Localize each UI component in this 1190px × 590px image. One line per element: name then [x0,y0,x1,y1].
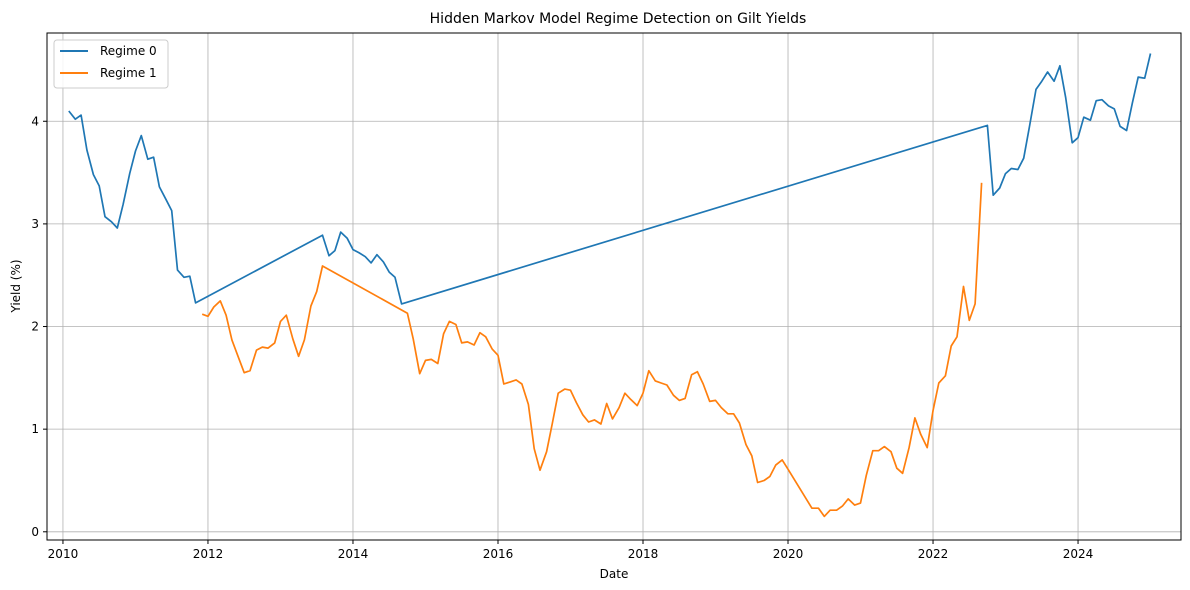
series-line-regime-1 [201,182,983,518]
x-tick-label: 2018 [628,547,659,561]
x-tick-label: 2020 [773,547,804,561]
grid-lines [47,33,1181,540]
x-tick-label: 2016 [483,547,514,561]
x-tick-label: 2012 [193,547,224,561]
x-axis-label: Date [600,567,629,581]
x-tick-label: 2010 [48,547,79,561]
legend-label-regime-0: Regime 0 [100,44,157,58]
plot-frame [46,32,1182,541]
chart-title: Hidden Markov Model Regime Detection on … [430,11,807,27]
x-tick-label: 2014 [338,547,369,561]
y-tick-label: 1 [31,422,39,436]
y-tick-label: 0 [31,525,39,539]
y-tick-label: 4 [31,114,39,128]
y-axis: 0 1 2 3 4 [31,114,47,539]
x-axis: 2010 2012 2014 2016 2018 2020 2022 2024 [48,540,1094,561]
legend-label-regime-1: Regime 1 [100,66,157,80]
y-tick-label: 2 [31,320,39,334]
x-tick-label: 2024 [1063,547,1094,561]
legend: Regime 0 Regime 1 [53,39,169,89]
y-axis-label: Yield (%) [9,259,23,313]
series-lines [68,53,1152,518]
series-line-regime-0 [68,53,1152,305]
y-tick-label: 3 [31,217,39,231]
x-tick-label: 2022 [918,547,949,561]
